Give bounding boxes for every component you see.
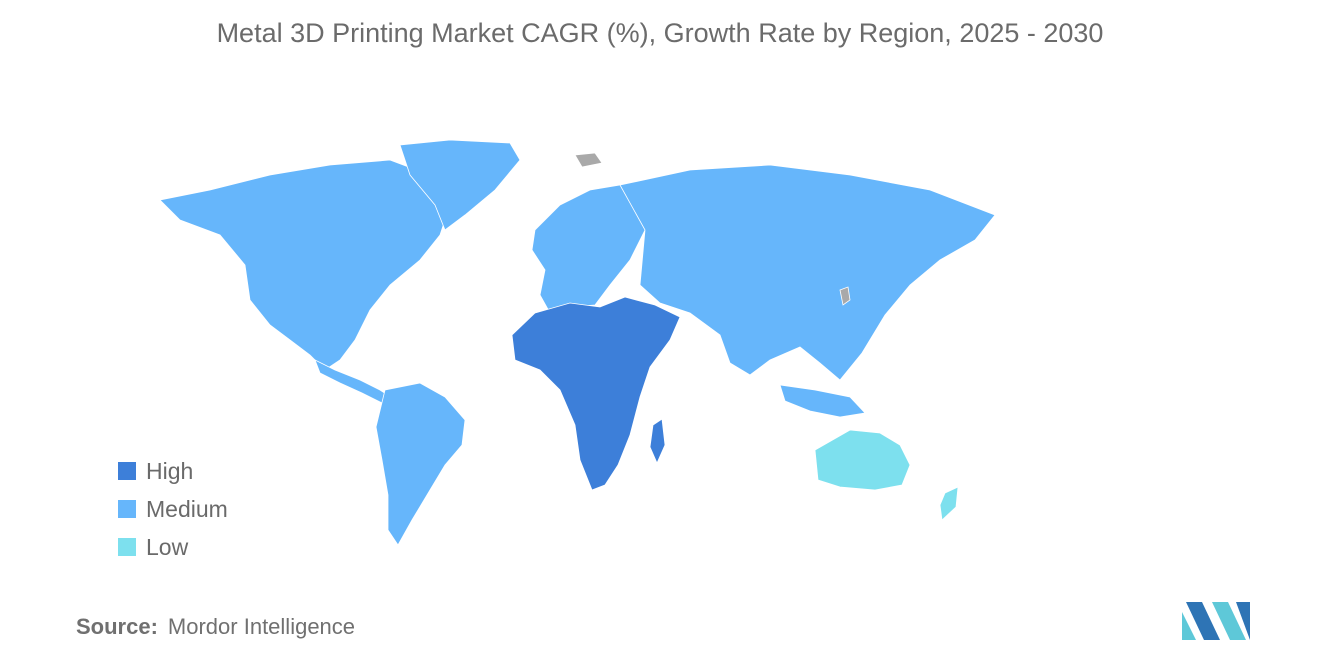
legend-label-high: High: [146, 457, 194, 484]
region-middle-east-africa: [511, 296, 681, 491]
legend-swatch-low: [118, 538, 136, 556]
region-southeast-asia: [779, 384, 866, 418]
chart-title: Metal 3D Printing Market CAGR (%), Growt…: [216, 18, 1104, 48]
source-value: Mordor Intelligence: [167, 614, 356, 639]
legend: High Medium Low: [118, 452, 228, 566]
legend-item-low: Low: [118, 528, 228, 566]
region-europe: [531, 184, 651, 314]
legend-label-medium: Medium: [146, 495, 228, 522]
legend-item-high: High: [118, 452, 228, 490]
region-australia: [814, 429, 911, 491]
world-map: [159, 139, 996, 546]
source-label: Source:: [76, 614, 158, 639]
mordor-logo-icon: [1182, 602, 1250, 640]
legend-label-low: Low: [146, 533, 189, 560]
source-line: Source: Mordor Intelligence: [76, 614, 355, 640]
region-madagascar: [649, 418, 666, 464]
region-greenland: [399, 139, 521, 231]
region-north-america: [159, 159, 451, 371]
region-korea: [839, 286, 851, 306]
legend-swatch-medium: [118, 500, 136, 518]
region-new-zealand: [939, 486, 959, 521]
legend-item-medium: Medium: [118, 490, 228, 528]
region-south-america: [375, 382, 466, 546]
region-svalbard: [574, 152, 603, 168]
legend-swatch-high: [118, 462, 136, 480]
region-asia: [619, 164, 996, 381]
